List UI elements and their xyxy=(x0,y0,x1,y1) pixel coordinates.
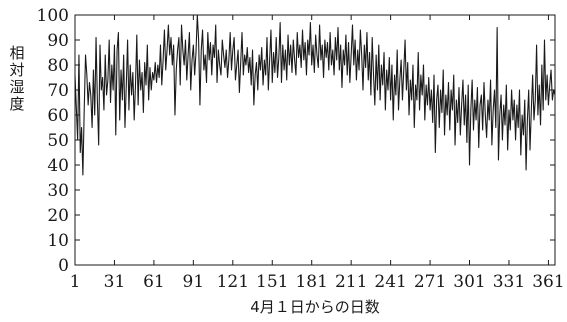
y-axis-title-char: 度 xyxy=(9,95,24,113)
x-tick-label: 211 xyxy=(335,272,367,292)
y-tick-label: 50 xyxy=(47,131,69,151)
y-axis-title-char: 対 xyxy=(9,61,24,79)
y-axis-title-char: 湿 xyxy=(9,78,24,96)
x-axis-title: 4月１日からの日数 xyxy=(250,298,380,316)
x-tick-label: 361 xyxy=(532,272,564,292)
x-tick-label: 91 xyxy=(183,272,205,292)
y-tick-label: 40 xyxy=(47,156,69,176)
y-tick-label: 60 xyxy=(47,106,69,126)
x-tick-label: 271 xyxy=(414,272,446,292)
x-tick-label: 31 xyxy=(104,272,126,292)
y-axis: 0 10 20 30 40 50 60 70 80 90 100 xyxy=(37,6,555,276)
x-tick-label: 241 xyxy=(374,272,406,292)
x-axis: 1 31 61 91 121 151 181 211 241 271 301 331 361 xyxy=(70,15,565,292)
y-tick-label: 90 xyxy=(47,31,69,51)
x-tick-label: 301 xyxy=(453,272,485,292)
x-tick-label: 1 xyxy=(70,272,81,292)
x-tick-label: 181 xyxy=(295,272,327,292)
x-tick-label: 331 xyxy=(493,272,525,292)
y-tick-label: 80 xyxy=(47,56,69,76)
humidity-series-line xyxy=(74,14,556,176)
y-tick-label: 70 xyxy=(47,81,69,101)
x-tick-label: 61 xyxy=(143,272,165,292)
y-tick-label: 10 xyxy=(47,231,69,251)
y-tick-label: 20 xyxy=(47,206,69,226)
y-tick-label: 0 xyxy=(58,256,69,276)
x-tick-label: 151 xyxy=(256,272,288,292)
y-tick-label: 100 xyxy=(37,6,69,26)
y-tick-label: 30 xyxy=(47,181,69,201)
y-axis-title-char: 相 xyxy=(9,44,24,62)
x-tick-label: 121 xyxy=(217,272,249,292)
